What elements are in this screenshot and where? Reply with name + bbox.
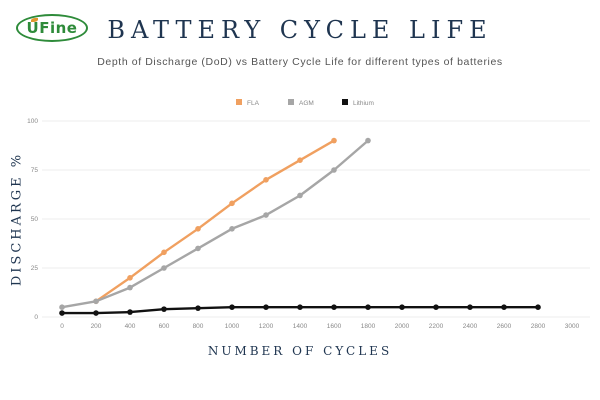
x-tick-label: 1000 bbox=[225, 323, 240, 330]
data-point-fla bbox=[127, 275, 133, 281]
series-line-fla bbox=[95, 139, 335, 303]
data-point-agm bbox=[263, 212, 269, 218]
x-tick-label: 1600 bbox=[327, 323, 342, 330]
data-point-lithium bbox=[331, 304, 337, 311]
legend-label-lithium: Lithium bbox=[353, 100, 374, 107]
data-point-lithium bbox=[161, 306, 167, 312]
legend-swatch-agm bbox=[288, 99, 294, 105]
data-point-lithium bbox=[127, 309, 133, 315]
data-point-agm bbox=[297, 192, 303, 199]
data-point-lithium bbox=[263, 304, 269, 311]
x-tick-label: 400 bbox=[125, 323, 136, 330]
ufine-logo: UFine bbox=[16, 14, 88, 42]
data-point-agm bbox=[59, 304, 65, 311]
data-point-agm bbox=[195, 245, 201, 252]
grid-layer bbox=[42, 120, 590, 318]
data-point-lithium bbox=[229, 304, 235, 311]
data-point-lithium bbox=[467, 304, 473, 311]
data-point-lithium bbox=[365, 304, 371, 311]
x-tick-label: 2000 bbox=[395, 323, 410, 330]
series-layer bbox=[59, 137, 541, 316]
x-tick-label: 1200 bbox=[259, 323, 274, 330]
x-tick-label: 3000 bbox=[565, 323, 580, 330]
data-point-lithium bbox=[297, 304, 303, 311]
legend-swatch-fla bbox=[236, 99, 242, 105]
data-point-fla bbox=[229, 200, 235, 207]
x-tick-label: 2800 bbox=[531, 323, 546, 330]
x-axis-label: NUMBER OF CYCLES bbox=[207, 344, 393, 358]
x-tick-label: 2400 bbox=[463, 323, 478, 330]
data-point-lithium bbox=[399, 304, 405, 311]
chart-title: BATTERY CYCLE LIFE bbox=[107, 16, 493, 44]
y-tick-label: 100 bbox=[27, 118, 38, 125]
legend-swatch-lithium bbox=[342, 99, 348, 105]
data-point-agm bbox=[229, 226, 235, 232]
legend-label-fla: FLA bbox=[247, 100, 260, 107]
x-tick-label: 1800 bbox=[361, 323, 376, 330]
data-point-lithium bbox=[195, 305, 201, 311]
data-point-lithium bbox=[535, 304, 541, 311]
data-point-fla bbox=[297, 157, 303, 163]
legend-label-agm: AGM bbox=[299, 100, 314, 107]
leaf-icon bbox=[31, 18, 38, 22]
data-point-fla bbox=[195, 226, 201, 232]
y-tick-label: 50 bbox=[31, 216, 39, 223]
data-point-agm bbox=[331, 167, 337, 173]
data-point-fla bbox=[331, 137, 337, 144]
y-tick-label: 25 bbox=[31, 265, 39, 272]
data-point-lithium bbox=[93, 310, 99, 316]
y-tick-label: 75 bbox=[31, 167, 39, 174]
data-point-agm bbox=[161, 265, 167, 271]
chart-subtitle: Depth of Discharge (DoD) vs Battery Cycl… bbox=[97, 56, 503, 68]
data-point-agm bbox=[93, 298, 99, 305]
x-tick-label: 200 bbox=[91, 323, 102, 330]
x-tick-label: 2200 bbox=[429, 323, 444, 330]
x-tick-label: 2600 bbox=[497, 323, 512, 330]
legend-layer: FLA AGM Lithium bbox=[236, 99, 374, 107]
data-point-fla bbox=[263, 177, 269, 183]
data-point-lithium bbox=[433, 304, 439, 311]
y-tick-label: 0 bbox=[34, 314, 38, 321]
x-tick-label: 0 bbox=[60, 323, 64, 330]
data-point-fla bbox=[161, 249, 167, 256]
data-point-lithium bbox=[59, 310, 65, 316]
logo-text: UFine bbox=[26, 19, 78, 37]
x-tick-label: 800 bbox=[193, 323, 204, 330]
data-point-lithium bbox=[501, 304, 507, 311]
x-tick-label: 600 bbox=[159, 323, 170, 330]
x-tick-label: 1400 bbox=[293, 323, 308, 330]
data-point-agm bbox=[365, 137, 371, 144]
series-line-agm bbox=[61, 139, 369, 309]
data-point-agm bbox=[127, 284, 133, 291]
